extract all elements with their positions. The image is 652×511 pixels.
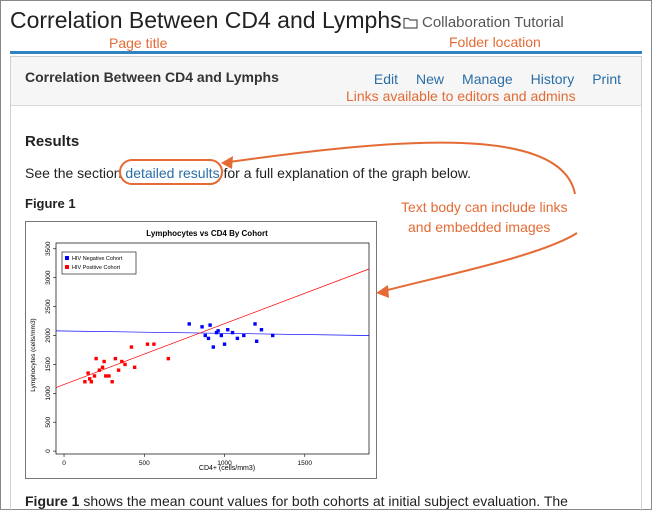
x-tick-label: 1500: [298, 460, 313, 467]
y-tick-label: 1000: [45, 386, 52, 401]
annotation-body-note-line2: and embedded images: [408, 219, 551, 235]
data-point-negative: [211, 345, 216, 349]
data-point-positive: [132, 365, 137, 369]
chart-title: Lymphocytes vs CD4 By Cohort: [146, 229, 268, 238]
legend-label-positive: HIV Positive Cohort: [72, 265, 120, 271]
manage-link[interactable]: Manage: [462, 71, 513, 87]
data-point-negative: [219, 333, 224, 338]
trend-line-negative: [55, 330, 370, 336]
new-link[interactable]: New: [416, 71, 445, 87]
data-point-positive: [107, 374, 111, 378]
trend-line-positive: [55, 268, 370, 388]
see-suffix: for a full explanation of the graph belo…: [223, 165, 471, 181]
chart-ylabel: Lymphocytes (cells/mm3): [30, 318, 37, 391]
annotation-folder-location: Folder location: [449, 34, 541, 50]
y-tick-label: 500: [45, 416, 52, 427]
x-tick-label: 0: [62, 460, 66, 467]
data-point-positive: [88, 377, 92, 381]
data-point-positive: [110, 380, 114, 384]
data-point-negative: [208, 323, 212, 327]
y-tick-label: 3000: [45, 270, 52, 285]
panel-header: Correlation Between CD4 and Lymphs Edit …: [11, 57, 641, 106]
figure-heading: Figure 1: [25, 196, 76, 211]
data-point-negative: [270, 333, 275, 338]
y-tick-label: 2000: [45, 328, 52, 343]
data-point-positive: [100, 365, 105, 369]
y-tick-label: 2500: [45, 299, 52, 314]
y-tick-label: 1500: [45, 357, 52, 372]
x-tick-label: 1000: [217, 460, 232, 467]
wiki-panel: Correlation Between CD4 and Lymphs Edit …: [10, 56, 642, 511]
chart-xlabel: CD4+ (cells/mm3): [199, 465, 255, 472]
annotation-page-title: Page title: [109, 35, 168, 51]
data-point-negative: [242, 333, 246, 338]
folder-name: Collaboration Tutorial: [422, 14, 564, 31]
legend-label-negative: HIV Negative Cohort: [72, 256, 123, 262]
edit-link[interactable]: Edit: [373, 71, 399, 87]
folder-location[interactable]: Collaboration Tutorial: [403, 14, 564, 31]
data-point-negative: [206, 336, 211, 341]
data-point-positive: [86, 371, 90, 375]
history-link[interactable]: History: [530, 71, 575, 87]
print-link[interactable]: Print: [592, 71, 621, 87]
data-point-positive: [123, 362, 127, 367]
data-point-positive: [83, 380, 87, 384]
page-title: Correlation Between CD4 and Lymphs: [10, 7, 402, 33]
results-heading: Results: [25, 133, 80, 150]
x-tick-label: 500: [139, 460, 150, 467]
data-point-negative: [235, 336, 240, 341]
detailed-results-link[interactable]: detailed results: [125, 165, 220, 181]
see-section-text: See the section detailed results for a f…: [25, 165, 471, 181]
data-point-positive: [113, 356, 118, 361]
data-point-negative: [187, 322, 191, 326]
data-point-negative: [214, 330, 219, 335]
data-point-positive: [94, 356, 98, 361]
header-rule: [10, 51, 642, 54]
data-point-negative: [200, 325, 204, 329]
plot-frame: [55, 242, 370, 455]
link-highlight-circle: [119, 159, 223, 185]
y-tick-label: 3500: [45, 241, 52, 256]
data-point-positive: [152, 342, 156, 346]
data-point-positive: [116, 368, 121, 372]
data-point-positive: [102, 359, 106, 364]
data-point-positive: [129, 345, 134, 349]
folder-icon: [403, 17, 418, 29]
data-point-positive: [166, 356, 171, 361]
annotation-body-note-line1: Text body can include links: [401, 199, 568, 215]
data-point-negative: [253, 322, 257, 326]
scatter-chart: Lymphocytes vs CD4 By Cohort CD4+ (cells…: [30, 229, 370, 472]
legend-swatch-positive: [65, 265, 69, 269]
y-tick-label: 0: [45, 449, 52, 453]
data-point-negative: [254, 339, 259, 343]
data-point-negative: [230, 330, 235, 335]
data-point-negative: [226, 328, 230, 332]
data-point-positive: [145, 342, 150, 346]
panel-links: Edit New Manage History Print: [356, 71, 621, 87]
data-point-negative: [222, 342, 227, 346]
data-point-positive: [89, 380, 94, 384]
data-point-positive: [92, 374, 97, 378]
data-point-negative: [203, 333, 207, 338]
see-prefix: See the section: [25, 165, 122, 181]
data-point-positive: [120, 359, 124, 364]
data-point-negative: [216, 329, 220, 333]
data-point-positive: [97, 368, 102, 372]
panel-title: Correlation Between CD4 and Lymphs: [25, 69, 279, 85]
body-rest: shows the mean count values for both coh…: [83, 493, 568, 509]
figure-image: Lymphocytes vs CD4 By Cohort CD4+ (cells…: [25, 221, 377, 479]
data-point-negative: [259, 328, 264, 332]
legend-swatch-negative: [65, 256, 69, 260]
body-text: Figure 1 shows the mean count values for…: [25, 493, 568, 509]
body-bold: Figure 1: [25, 493, 80, 509]
annotation-links-note: Links available to editors and admins: [346, 88, 576, 104]
chart-legend: HIV Negative Cohort HIV Positive Cohort: [61, 251, 137, 275]
data-point-positive: [104, 374, 108, 378]
